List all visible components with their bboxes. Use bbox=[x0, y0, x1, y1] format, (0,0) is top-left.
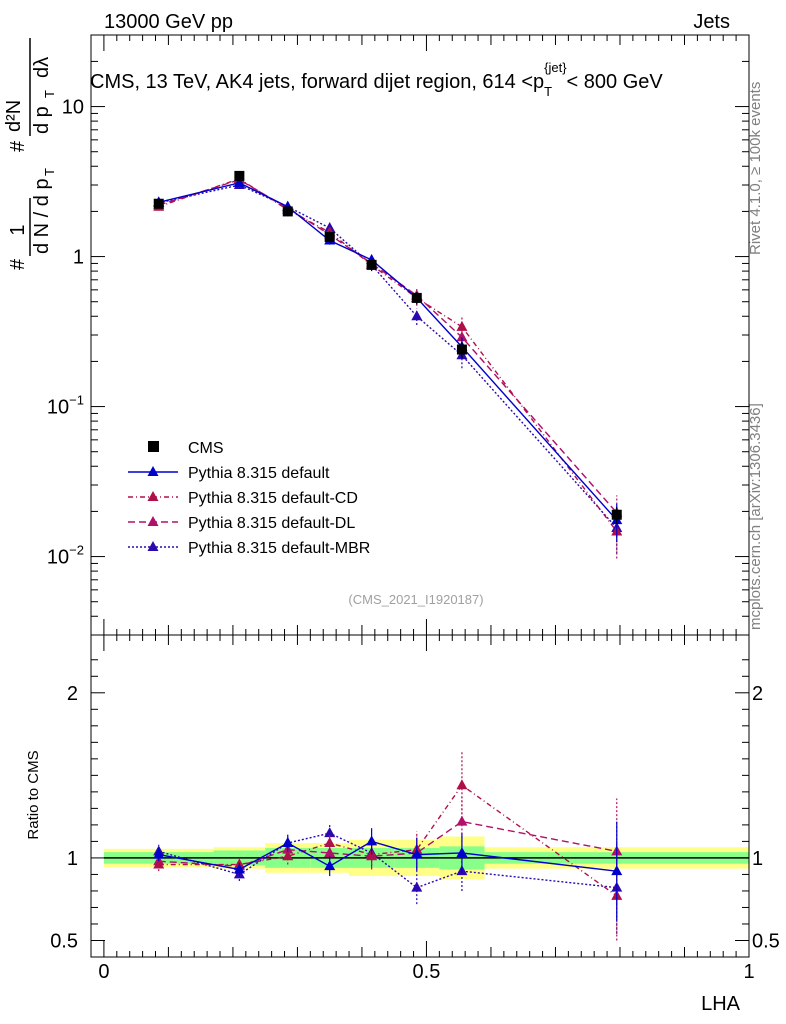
data-point-triangle bbox=[324, 827, 336, 838]
series-line-mbr bbox=[158, 184, 618, 529]
ylabel-t2: T bbox=[42, 90, 57, 98]
data-point-triangle bbox=[411, 310, 423, 321]
ratio-y-tick-label-right-0: 0.5 bbox=[752, 930, 780, 952]
ylabel-d2n: d²N bbox=[3, 100, 25, 132]
legend-marker-cd bbox=[147, 491, 159, 501]
ratio-y-tick-label-right-1: 1 bbox=[752, 848, 763, 870]
legend-label-data: CMS bbox=[188, 440, 224, 457]
data-point-triangle bbox=[411, 881, 423, 892]
series-line-cd bbox=[158, 784, 618, 897]
ylabel-one: 1 bbox=[7, 224, 29, 235]
data-point-triangle bbox=[153, 858, 165, 869]
ratio-uncertainty-bands bbox=[103, 836, 749, 880]
legend-label-dl: Pythia 8.315 default-DL bbox=[188, 515, 355, 532]
ratio-y-tick-label-0: 0.5 bbox=[50, 930, 78, 952]
ylabel-t1: T bbox=[42, 168, 57, 176]
data-point-triangle bbox=[282, 837, 294, 848]
legend-marker-data bbox=[148, 441, 159, 452]
analysis-id: (CMS_2021_I1920187) bbox=[348, 592, 483, 607]
ratio-panel-marks bbox=[153, 752, 623, 941]
series-line-dl bbox=[158, 179, 618, 514]
data-point-triangle bbox=[456, 331, 468, 342]
ratio-y-tick-label-right-2: 2 bbox=[752, 683, 763, 705]
data-point-triangle bbox=[282, 850, 294, 861]
axes-ticks: 10−2 10−1 1 10 0 0.5 1 0.5 0.5 1 1 2 2 bbox=[47, 34, 780, 983]
ylabel-hash-2: # bbox=[7, 140, 29, 152]
header-right: Jets bbox=[693, 11, 730, 33]
legend-label-cd: Pythia 8.315 default-CD bbox=[188, 490, 358, 507]
title-tail: < 800 GeV bbox=[567, 71, 664, 93]
ratio-panel-frame bbox=[90, 634, 750, 958]
y-tick-label-3: 10 bbox=[62, 97, 84, 119]
ratio-y-tick-label-1: 1 bbox=[67, 848, 78, 870]
ratio-y-tick-label-2: 2 bbox=[67, 683, 78, 705]
legend-label-default: Pythia 8.315 default bbox=[188, 465, 330, 482]
title-sup: {jet} bbox=[544, 60, 567, 75]
main-y-axis-label: # 1 d N / d p T # d²N d p T dλ bbox=[3, 38, 57, 270]
data-point-triangle bbox=[456, 779, 468, 790]
ylabel-dlambda: dλ bbox=[31, 57, 53, 78]
main-panel-marks bbox=[153, 170, 623, 559]
legend-marker-default bbox=[147, 466, 159, 476]
series-data bbox=[153, 170, 622, 524]
ylabel-dpt: d p bbox=[31, 106, 53, 134]
title-sub: T bbox=[544, 84, 552, 99]
chart-title: CMS, 13 TeV, AK4 jets, forward dijet reg… bbox=[90, 60, 663, 99]
ylabel-dn: d N / d p bbox=[31, 178, 53, 254]
data-point-square bbox=[234, 170, 245, 181]
data-point-triangle bbox=[411, 848, 423, 859]
series-default bbox=[153, 821, 623, 921]
header-left: 13000 GeV pp bbox=[104, 11, 233, 33]
data-point-square bbox=[153, 198, 164, 209]
data-point-triangle bbox=[456, 320, 468, 331]
data-point-triangle bbox=[233, 176, 245, 187]
series-dl bbox=[153, 173, 623, 537]
data-point-square bbox=[324, 232, 335, 243]
series-line-default bbox=[158, 840, 617, 872]
data-point-triangle bbox=[611, 865, 623, 876]
series-line-default bbox=[158, 182, 618, 521]
y-tick-label-1: 10−1 bbox=[47, 393, 84, 419]
title-main: CMS, 13 TeV, AK4 jets, forward dijet reg… bbox=[90, 71, 544, 93]
data-point-square bbox=[282, 206, 293, 217]
data-point-triangle bbox=[456, 815, 468, 826]
legend-marker-mbr bbox=[147, 541, 159, 551]
legend-label-mbr: Pythia 8.315 default-MBR bbox=[188, 540, 370, 557]
data-point-square bbox=[611, 509, 622, 520]
x-tick-label-1: 0.5 bbox=[413, 961, 441, 983]
rivet-label: Rivet 4.1.0, ≥ 100k events bbox=[747, 82, 764, 255]
series-line-cd bbox=[158, 178, 618, 532]
data-point-triangle bbox=[456, 846, 468, 857]
data-point-square bbox=[456, 344, 467, 355]
data-point-triangle bbox=[324, 860, 336, 871]
mcplots-label: mcplots.cern.ch [arXiv:1306.3436] bbox=[747, 403, 764, 630]
data-point-triangle bbox=[233, 863, 245, 874]
data-point-square bbox=[411, 292, 422, 303]
series-line-mbr bbox=[158, 832, 617, 889]
series-default bbox=[153, 176, 623, 543]
data-point-triangle bbox=[324, 837, 336, 848]
data-point-triangle bbox=[153, 848, 165, 859]
ratio-y-axis-label: Ratio to CMS bbox=[25, 750, 42, 839]
legend-marker-dl bbox=[147, 516, 159, 526]
y-tick-label-0: 10−2 bbox=[47, 543, 84, 569]
y-tick-label-2: 1 bbox=[73, 247, 84, 269]
x-tick-label-0: 0 bbox=[98, 961, 109, 983]
legend: CMS Pythia 8.315 default Pythia 8.315 defa… bbox=[128, 440, 370, 557]
data-point-triangle bbox=[366, 835, 378, 846]
ylabel-hash-1: # bbox=[7, 258, 29, 270]
data-point-square bbox=[366, 259, 377, 270]
x-tick-label-2: 1 bbox=[743, 961, 754, 983]
x-axis-label: LHA bbox=[701, 993, 741, 1015]
